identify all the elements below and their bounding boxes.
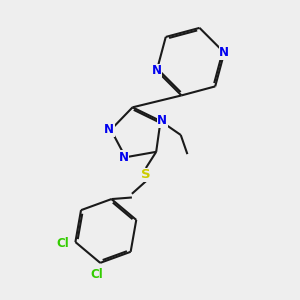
Text: N: N bbox=[219, 46, 229, 59]
Text: N: N bbox=[152, 64, 162, 77]
Text: Cl: Cl bbox=[56, 237, 69, 250]
Text: N: N bbox=[119, 151, 129, 164]
Text: N: N bbox=[158, 115, 167, 128]
Text: N: N bbox=[104, 123, 114, 136]
Text: S: S bbox=[141, 168, 151, 181]
Text: Cl: Cl bbox=[90, 268, 103, 281]
